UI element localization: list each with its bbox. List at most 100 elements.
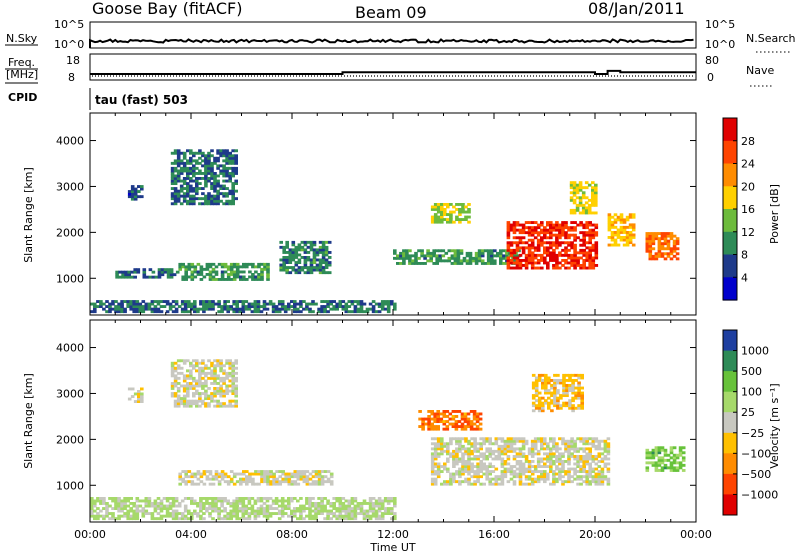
echo-cell-3 (269, 480, 273, 484)
echo-cell-11 (651, 242, 656, 246)
echo-cell-2 (153, 502, 158, 505)
echo-cell-1 (189, 364, 193, 368)
echo-cell-3 (184, 267, 188, 271)
echo-cell-1 (189, 197, 193, 201)
echo-cell-4 (454, 427, 459, 431)
echo-cell-8 (588, 228, 592, 232)
echo-cell-3 (239, 275, 243, 279)
echo-cell-5 (524, 477, 529, 481)
echo-cell-5 (458, 442, 462, 446)
echo-cell-11 (654, 232, 659, 235)
echo-cell-5 (494, 475, 499, 479)
echo-cell-2 (148, 268, 153, 272)
echo-cell-5 (497, 437, 502, 441)
echo-cell-5 (494, 442, 499, 446)
echo-cell-2 (299, 514, 303, 518)
echo-cell-5 (467, 455, 471, 458)
echo-cell-10 (613, 243, 618, 247)
echo-cell-2 (171, 504, 176, 508)
echo-cell-2 (232, 509, 236, 513)
echo-cell-3 (223, 472, 228, 476)
echo-cell-2 (377, 502, 382, 505)
echo-cell-8 (530, 253, 535, 257)
echo-cell-5 (585, 482, 589, 486)
echo-cell-3 (263, 475, 267, 479)
echo-cell-5 (433, 465, 438, 468)
echo-cell-3 (223, 270, 228, 274)
colorbar-swatch (723, 163, 737, 187)
echo-cell-5 (524, 439, 529, 443)
echo-cell-10 (622, 228, 627, 232)
echo-cell-1 (213, 177, 217, 180)
echo-cell-5 (509, 465, 514, 468)
echo-cell-1 (228, 361, 232, 365)
echo-cell-7 (654, 451, 659, 455)
echo-cell-5 (567, 470, 571, 473)
echo-cell-5 (386, 300, 391, 303)
echo-cell-3 (211, 275, 216, 279)
echo-cell-5 (332, 307, 336, 311)
echo-cell-5 (606, 462, 611, 466)
echo-cell-2 (166, 273, 171, 277)
echo-cell-8 (527, 259, 532, 262)
echo-cell-1 (182, 164, 187, 168)
echo-cell-2 (290, 509, 294, 513)
echo-cell-6 (438, 259, 442, 263)
echo-cell-1 (228, 359, 232, 363)
echo-cell-5 (582, 480, 586, 484)
echo-cell-3 (287, 477, 292, 481)
echo-cell-9 (581, 196, 586, 200)
echo-cell-5 (503, 447, 508, 451)
echo-cell-11 (666, 234, 671, 238)
echo-cell-1 (198, 371, 202, 375)
echo-cell-2 (326, 512, 330, 515)
echo-cell-4 (321, 243, 326, 247)
echo-cell-8 (564, 266, 568, 270)
colorbar-tick-label: 16 (741, 203, 755, 216)
echo-cell-1 (207, 161, 211, 165)
echo-cell-1 (195, 197, 199, 201)
echo-cell-3 (184, 273, 188, 276)
echo-cell-6 (577, 389, 581, 392)
echo-cell-7 (654, 469, 659, 472)
echo-cell-1 (225, 374, 229, 378)
echo-cell-7 (446, 203, 450, 206)
echo-cell-2 (174, 514, 179, 518)
echo-cell-5 (452, 465, 456, 468)
echo-cell-10 (631, 228, 636, 232)
echo-cell-7 (651, 451, 656, 455)
x-tick-label: 20:00 (579, 528, 611, 541)
echo-cell-6 (480, 249, 485, 253)
echo-cell-2 (223, 497, 227, 500)
echo-cell-5 (521, 444, 526, 448)
echo-cell-4 (309, 271, 314, 275)
echo-cell-0 (140, 395, 144, 398)
echo-cell-3 (187, 480, 192, 484)
echo-cell-11 (669, 257, 674, 261)
echo-cell-4 (318, 261, 323, 264)
echo-cell-5 (570, 475, 574, 479)
echo-cell-4 (309, 245, 314, 249)
echo-cell-4 (466, 417, 471, 421)
echo-cell-6 (414, 256, 418, 260)
echo-cell-6 (408, 254, 412, 258)
echo-cell-3 (248, 275, 252, 279)
echo-cell-6 (556, 391, 560, 395)
echo-cell-2 (150, 517, 155, 521)
echo-cell-2 (356, 507, 361, 510)
echo-cell-8 (515, 241, 520, 245)
echo-cell-4 (448, 417, 453, 421)
echo-cell-2 (205, 502, 209, 505)
echo-cell-1 (207, 199, 211, 203)
echo-cell-1 (192, 187, 196, 190)
echo-cell-1 (213, 202, 217, 206)
echo-cell-4 (288, 248, 293, 252)
echo-cell-2 (393, 497, 397, 500)
echo-cell-8 (588, 221, 592, 224)
echo-cell-8 (506, 221, 511, 224)
echo-cell-5 (585, 439, 589, 443)
echo-cell-7 (440, 213, 444, 216)
echo-cell-2 (157, 275, 162, 279)
echo-cell-8 (579, 266, 583, 270)
echo-cell-2 (256, 509, 261, 513)
